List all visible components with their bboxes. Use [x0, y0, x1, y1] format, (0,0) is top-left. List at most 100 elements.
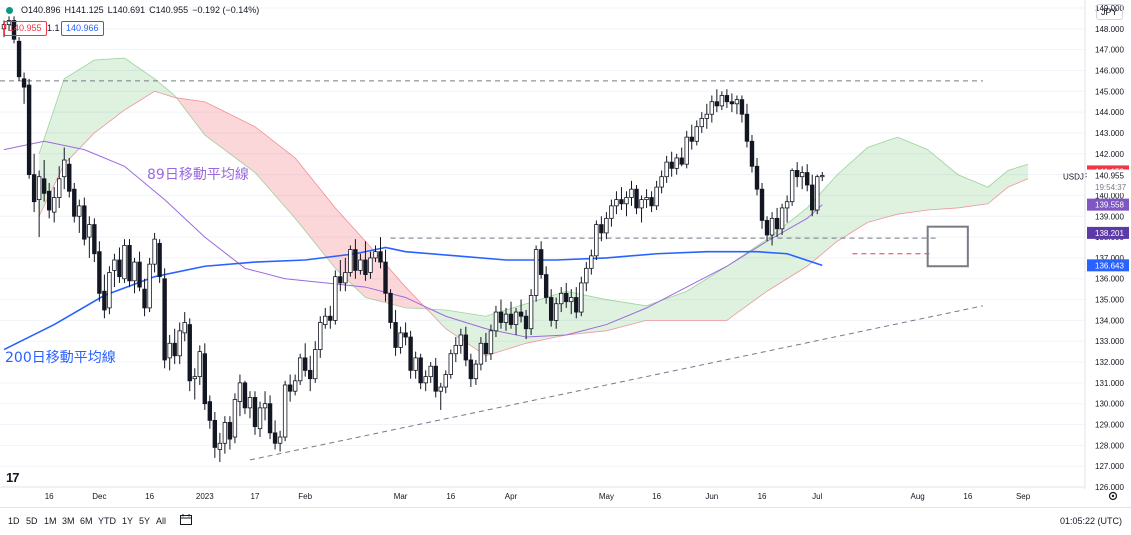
utc-clock[interactable]: 01:05:22 (UTC) [1060, 516, 1123, 526]
candle-body [473, 363, 479, 380]
candle-body [137, 261, 142, 288]
timeframe-ytd[interactable]: YTD [98, 516, 116, 526]
timeframe-3m[interactable]: 3M [62, 516, 75, 526]
price-tick-label: 130.000 [1095, 400, 1124, 409]
candle-body [614, 199, 619, 207]
tradingview-logo-icon: 17 [6, 470, 20, 485]
candle-body [333, 276, 338, 321]
candle-body [774, 217, 780, 230]
symbol-label: USDJPY [1063, 173, 1095, 182]
candle-body [468, 359, 474, 380]
currency-selector[interactable]: JPY [1096, 4, 1123, 20]
candle-body [498, 311, 504, 323]
price-tick-label: 145.000 [1095, 87, 1124, 96]
price-tick-label: 146.000 [1095, 66, 1124, 75]
candle-body [383, 261, 388, 294]
candle-body [398, 332, 403, 348]
candle-body [348, 249, 353, 273]
time-tick-label: 17 [251, 492, 260, 501]
timeframe-1d[interactable]: 1D [8, 516, 20, 526]
candle-body [117, 259, 122, 278]
candle-body [343, 272, 348, 284]
candle-body [604, 217, 609, 234]
cloud-segment [39, 57, 178, 217]
candle-body [493, 311, 499, 332]
candle-body [749, 140, 755, 167]
candle-body [699, 117, 704, 128]
candle-body [689, 136, 694, 142]
candle-body [664, 161, 669, 178]
candle-body [669, 161, 674, 169]
ohlc-low: L140.691 [107, 5, 146, 15]
time-axis: 16 Dec 16 2023 17 Feb Mar 16 Apr May 16 Jun 16 Jul Aug… [0, 486, 1085, 501]
calendar-icon[interactable] [180, 514, 192, 525]
price-label: 139.558 [1095, 201, 1124, 210]
candle-body [729, 101, 735, 105]
candle-body [810, 184, 815, 211]
timeframe-1m[interactable]: 1M [44, 516, 57, 526]
candle-body [162, 278, 167, 361]
trendline [249, 305, 984, 461]
candle-body [503, 313, 509, 323]
price-tick-label: 144.000 [1095, 108, 1124, 117]
candle-body [217, 442, 223, 450]
candle-body [388, 292, 393, 323]
candle-body [805, 172, 810, 186]
candle-body [107, 272, 112, 309]
candle-body [734, 99, 740, 105]
ma89-line [3, 140, 823, 338]
candle-body [629, 188, 634, 198]
candle-body [634, 188, 639, 209]
timeframe-1y[interactable]: 1Y [122, 516, 134, 526]
timeframe-5y[interactable]: 5Y [139, 516, 151, 526]
candle-body [709, 101, 715, 115]
candle-body [438, 386, 443, 392]
ichimoku-cloud [38, 57, 1029, 357]
candle-body [799, 172, 805, 178]
price-tick-label: 147.000 [1095, 46, 1124, 55]
gear-icon[interactable] [1108, 491, 1118, 501]
candle-body [559, 292, 564, 305]
candle-body [554, 303, 559, 321]
timeframe-6m[interactable]: 6M [80, 516, 93, 526]
time-tick-label: Aug [911, 492, 925, 501]
candle-body [548, 297, 554, 321]
sell-button[interactable]: 140.955 [4, 21, 47, 36]
price-tick-label: 149.000 [1095, 4, 1124, 13]
candle-body [659, 176, 664, 188]
candle-body [192, 376, 197, 380]
price-label-bg [1087, 198, 1129, 211]
candle-body [408, 336, 413, 371]
candle-body [77, 205, 82, 217]
price-label: 136.643 [1095, 261, 1124, 270]
candle-body [764, 220, 770, 236]
candle-body [87, 224, 92, 238]
candle-body [232, 399, 238, 438]
candle-body [784, 201, 790, 209]
candle-body [21, 78, 27, 88]
candle-body [323, 315, 328, 325]
candle-body [403, 332, 408, 338]
price-label-bg [1087, 169, 1129, 182]
buy-button[interactable]: 140.966 [61, 21, 104, 36]
timeframe-all[interactable]: All [156, 516, 167, 526]
time-tick-label: 16 [758, 492, 767, 501]
timeframe-5d[interactable]: 5D [26, 516, 38, 526]
candle-body [207, 401, 213, 421]
candle-body [589, 255, 594, 269]
time-tick-label: 16 [145, 492, 154, 501]
candle-body [619, 199, 624, 205]
candle-body [52, 197, 57, 213]
candle-body [508, 313, 514, 325]
candle-body [820, 175, 825, 178]
candle-body [679, 157, 684, 165]
candle-body [594, 224, 599, 257]
candle-body [579, 282, 584, 313]
candle-body [267, 403, 273, 434]
price-tick-label: 140.000 [1095, 191, 1124, 200]
ma89-label: 89日移動平均線 [147, 167, 249, 183]
candle-body [644, 197, 649, 201]
candle-body [31, 174, 37, 203]
candle-body [97, 251, 102, 294]
